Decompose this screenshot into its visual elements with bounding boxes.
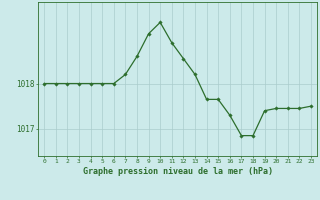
X-axis label: Graphe pression niveau de la mer (hPa): Graphe pression niveau de la mer (hPa) xyxy=(83,167,273,176)
